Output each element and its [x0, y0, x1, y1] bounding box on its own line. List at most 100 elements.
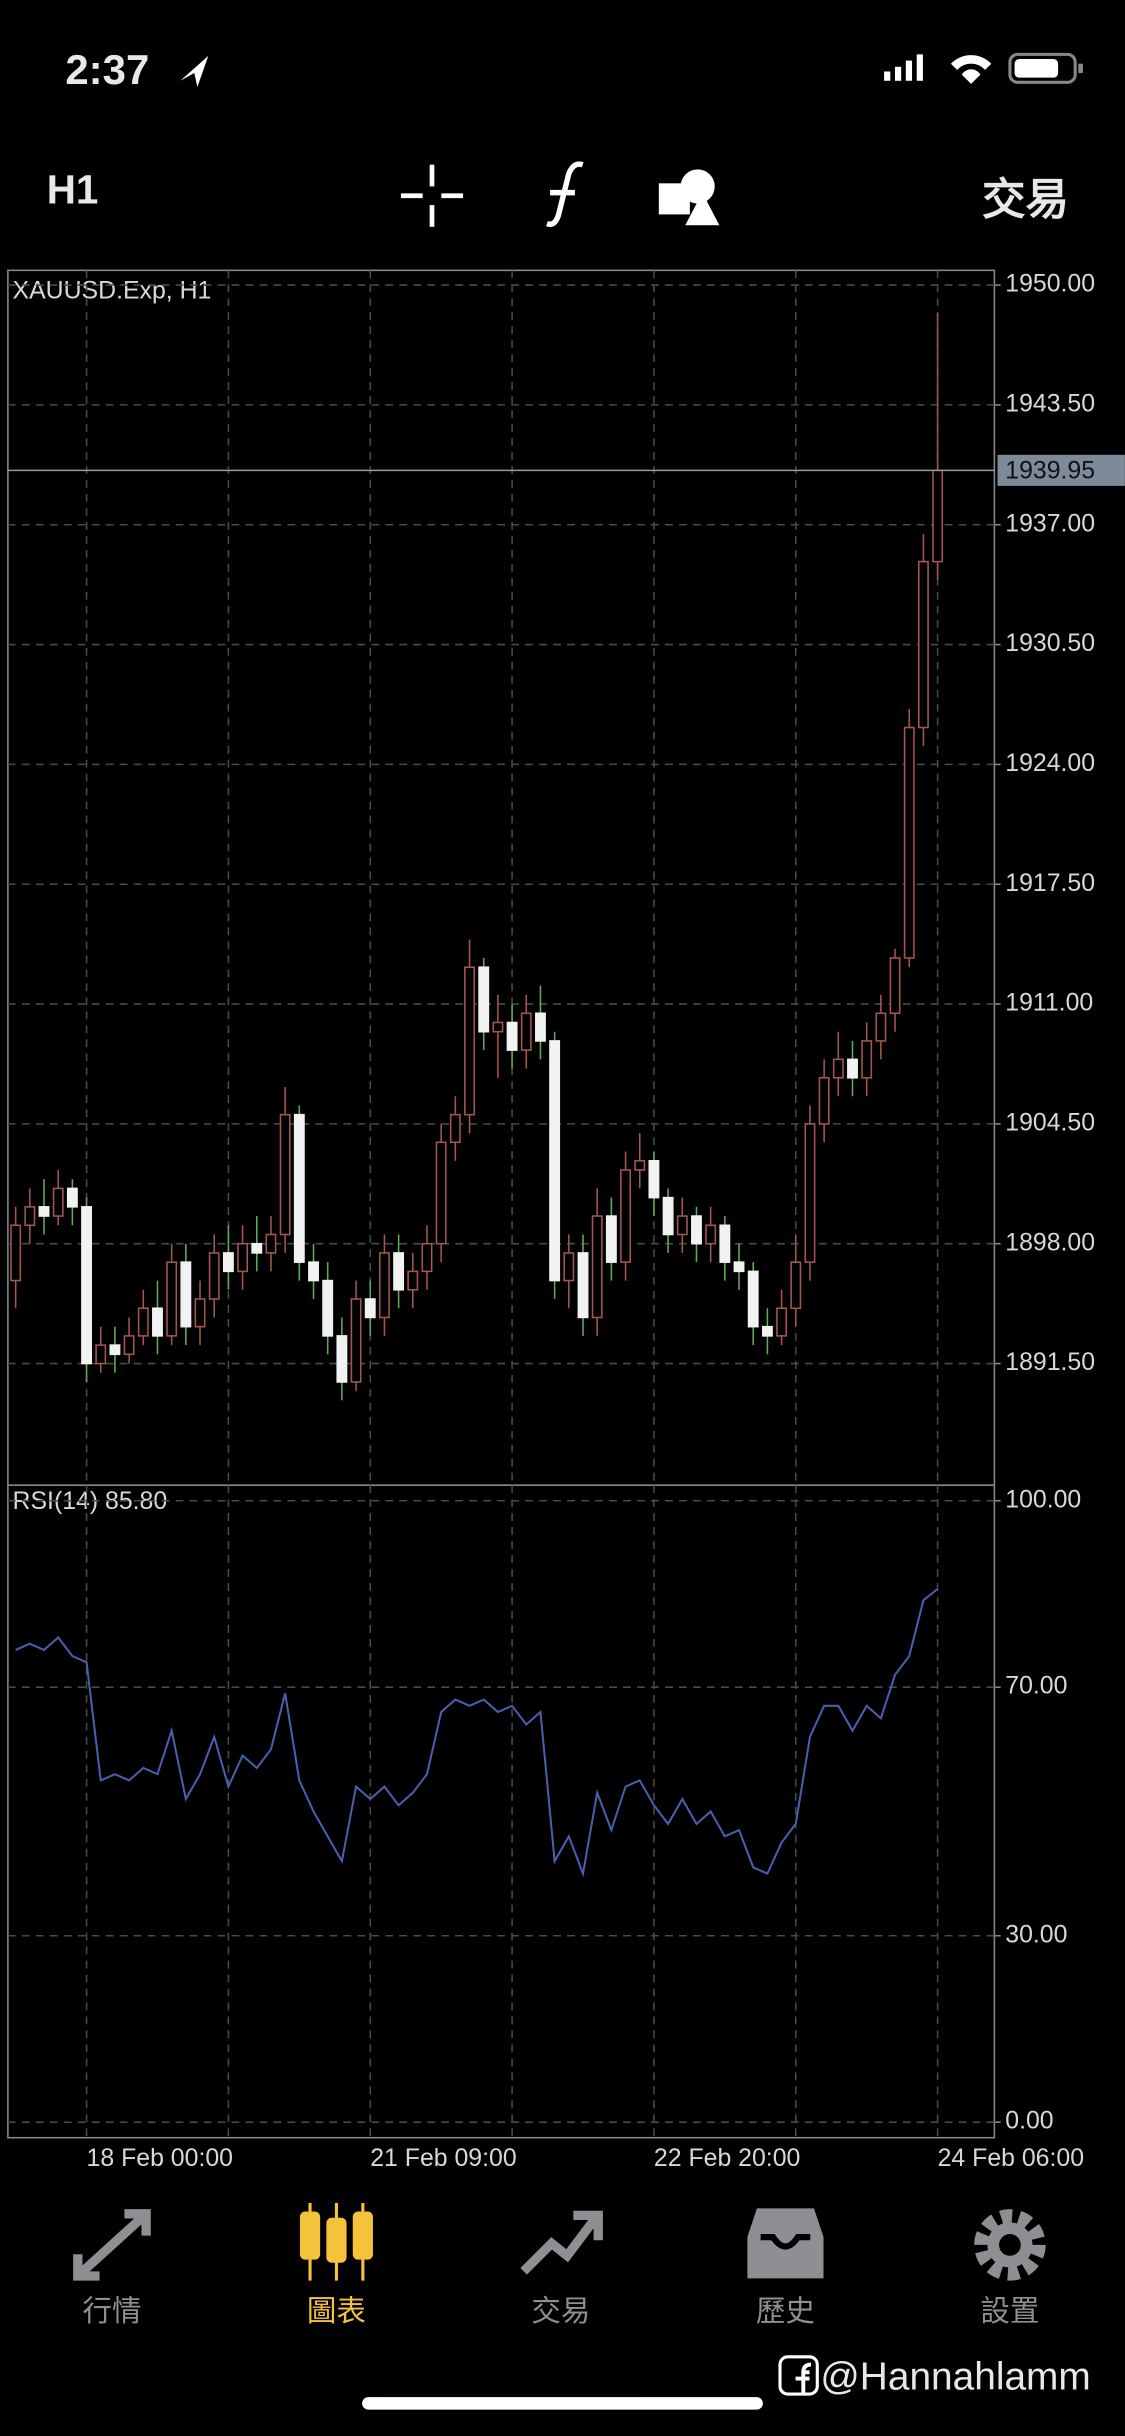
candle-body [393, 1252, 405, 1291]
candle-body [903, 726, 915, 959]
candle-body [52, 1187, 64, 1217]
wifi-icon [950, 55, 992, 84]
icon [999, 2234, 1021, 2256]
candle-body [180, 1261, 192, 1328]
candle-body [889, 957, 901, 1015]
candle-body [308, 1261, 319, 1282]
y-tick-label: 1937.00 [1005, 510, 1095, 537]
candle-body [449, 1113, 461, 1144]
candle-body [152, 1307, 163, 1337]
candle-body [24, 1206, 36, 1227]
candle-body [761, 1325, 773, 1337]
candle-body [634, 1159, 646, 1171]
candle-body [535, 1012, 546, 1042]
candle-body [10, 1224, 22, 1282]
candle-body [435, 1141, 447, 1245]
x-tick-label: 21 Feb 09:00 [370, 2145, 516, 2172]
candle-body [591, 1215, 603, 1319]
candle-body [506, 1021, 518, 1051]
tab-icon [747, 2208, 824, 2279]
candle-body [222, 1252, 234, 1273]
rsi-line [15, 1588, 939, 1878]
candle-body [662, 1196, 674, 1236]
icon [352, 2211, 373, 2260]
y-tick-label: 70.00 [1005, 1673, 1067, 1700]
tab-icon [73, 2209, 151, 2281]
candle-body [81, 1206, 93, 1365]
tab-label[interactable]: 圖表 [307, 2295, 366, 2328]
candle-body [861, 1040, 873, 1079]
home-indicator [362, 2397, 763, 2410]
y-tick-label: 1924.00 [1005, 750, 1095, 777]
candle-body [364, 1298, 376, 1319]
y-tick-label: 0.00 [1005, 2108, 1053, 2135]
candle-body [123, 1335, 135, 1356]
tab-icon [974, 2209, 1046, 2281]
indicator-button[interactable] [546, 161, 584, 227]
y-tick-label: 1930.50 [1005, 630, 1095, 657]
candle-body [251, 1242, 263, 1254]
candle-body [421, 1242, 433, 1273]
candle-body [38, 1206, 50, 1217]
candle-body [733, 1261, 745, 1273]
candle-body [747, 1270, 759, 1328]
y-tick-label: 100.00 [1005, 1486, 1081, 1513]
candle-body [279, 1113, 291, 1236]
candle-body [577, 1252, 589, 1319]
rsi-title: RSI(14) 85.80 [13, 1488, 168, 1515]
candle-body [932, 469, 944, 563]
candle-body [66, 1187, 78, 1208]
candle-body [832, 1058, 844, 1079]
y-tick-label: 30.00 [1005, 1921, 1067, 1948]
y-tick-label: 1898.00 [1005, 1229, 1095, 1256]
y-tick-label: 1950.00 [1005, 271, 1095, 298]
status-time: 2:37 [65, 46, 149, 93]
tab-label[interactable]: 設置 [980, 2295, 1039, 2328]
price-panel-frame [7, 269, 996, 1486]
candle-body [336, 1335, 348, 1383]
crosshair-button[interactable] [400, 164, 464, 227]
location-icon [180, 55, 209, 87]
x-tick-label: 22 Feb 20:00 [654, 2145, 800, 2172]
timeframe-button[interactable]: H1 [47, 167, 99, 213]
candle-body [917, 560, 929, 729]
candle-body [875, 1012, 887, 1042]
candle-body [818, 1077, 830, 1125]
signal-icon [884, 54, 923, 81]
x-tick-label: 24 Feb 06:00 [938, 2145, 1084, 2172]
candle-body [350, 1298, 362, 1383]
watermark-text: @Hannahlamm [820, 2355, 1090, 2398]
candle-body [322, 1279, 334, 1337]
candle-body [194, 1298, 206, 1328]
candle-body [378, 1252, 390, 1319]
candle-body [520, 1012, 532, 1051]
tab-icon [299, 2202, 373, 2281]
objects-button[interactable] [658, 169, 720, 226]
tab-label[interactable]: 交易 [531, 2295, 590, 2328]
candle-body [676, 1215, 688, 1236]
battery-icon [1008, 52, 1083, 84]
y-tick-label: 1917.50 [1005, 870, 1095, 897]
candle-body [804, 1123, 816, 1263]
tab-label[interactable]: 歷史 [756, 2295, 815, 2328]
candle-body [776, 1307, 788, 1337]
watermark: @Hannahlamm [778, 2355, 1091, 2398]
current-price-box [997, 454, 1125, 486]
candle-body [648, 1159, 660, 1199]
candle-body [563, 1252, 575, 1282]
trade-button[interactable]: 交易 [982, 176, 1069, 224]
icon [520, 2210, 603, 2275]
icon [326, 2217, 347, 2263]
candle-body [137, 1307, 149, 1337]
candle-body [293, 1113, 305, 1263]
symbol-title: XAUUSD.Exp, H1 [13, 278, 212, 305]
candle-body [705, 1224, 717, 1245]
y-tick-label: 1911.00 [1005, 990, 1093, 1017]
rsi-panel-frame [7, 1484, 996, 2139]
tab-label[interactable]: 行情 [82, 2295, 141, 2328]
candle-body [407, 1270, 419, 1291]
icon [760, 2234, 811, 2250]
candle-body [464, 966, 475, 1116]
